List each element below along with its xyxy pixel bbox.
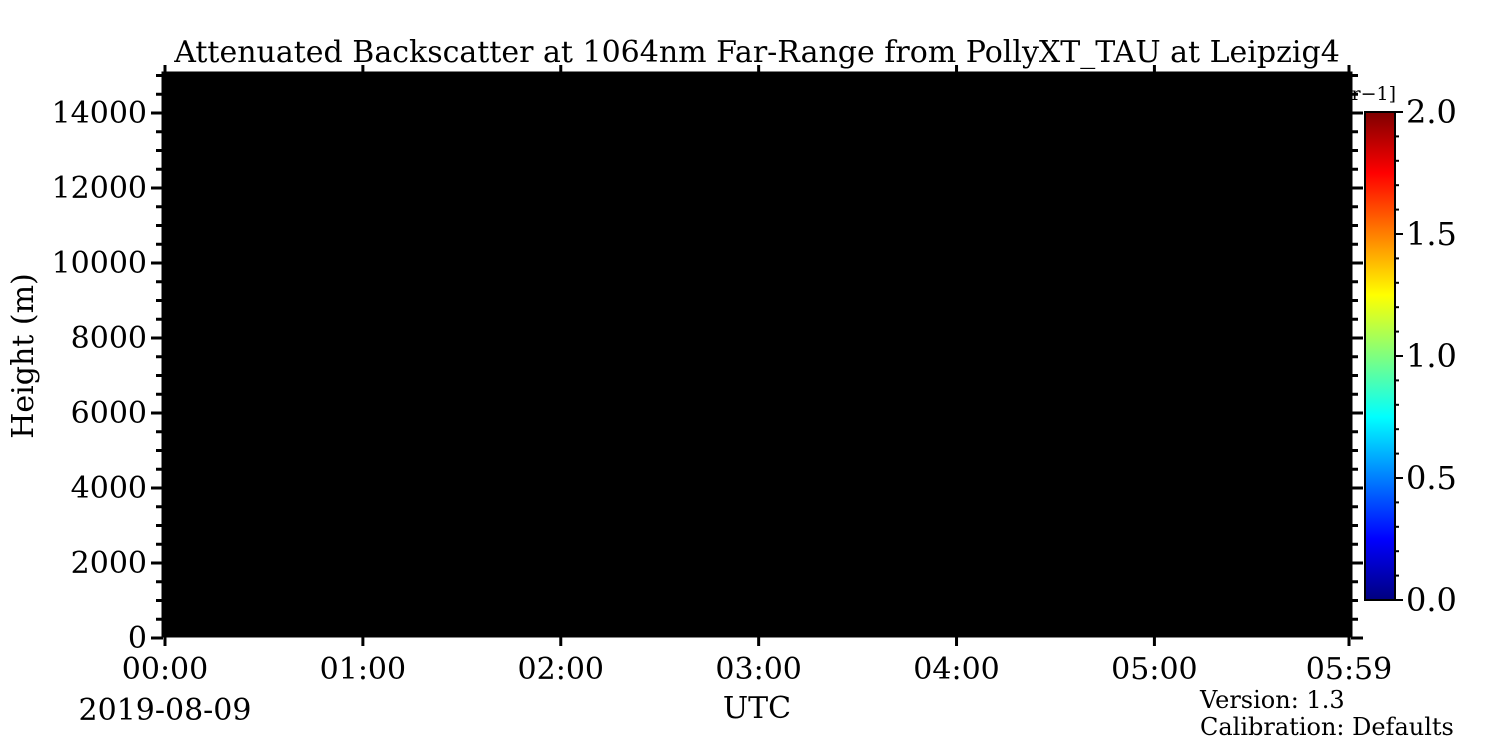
y-tick-label: 2000 bbox=[71, 546, 147, 581]
y-tick-label: 14000 bbox=[52, 96, 147, 131]
y-tick-label: 0 bbox=[128, 621, 147, 656]
x-tick-label: 02:00 bbox=[518, 652, 604, 687]
colorbar-tick-label: 1.0 bbox=[1406, 337, 1457, 375]
x-tick-label: 04:00 bbox=[913, 652, 999, 687]
y-tick-label: 4000 bbox=[71, 471, 147, 506]
colorbar-tick-label: 1.5 bbox=[1406, 215, 1457, 253]
colorbar-label: −1 * sr−1] bbox=[1292, 83, 1396, 105]
plot-area bbox=[163, 73, 1351, 636]
x-tick-label: 01:00 bbox=[320, 652, 406, 687]
x-axis-label: UTC bbox=[723, 691, 791, 726]
colorbar-tick-label: 0.5 bbox=[1406, 459, 1457, 497]
calibration-text: Calibration: Defaults bbox=[1200, 713, 1454, 741]
y-axis-label: Height (m) bbox=[6, 273, 41, 438]
x-tick-label: 03:00 bbox=[715, 652, 801, 687]
version-text: Version: 1.3 bbox=[1199, 686, 1345, 714]
colorbar-tick-label: 2.0 bbox=[1406, 93, 1457, 131]
y-axis: 0 2000 4000 6000 8000 10000 12000 14000 bbox=[52, 74, 1363, 656]
x-tick-label: 05:59 bbox=[1306, 652, 1392, 687]
x-tick-label: 00:00 bbox=[122, 652, 208, 687]
colorbar-tick-label: 0.0 bbox=[1406, 581, 1457, 619]
plot-frame bbox=[161, 71, 1353, 638]
y-tick-label: 12000 bbox=[52, 171, 147, 206]
chart-title: Attenuated Backscatter at 1064nm Far-Ran… bbox=[173, 35, 1340, 70]
date-label: 2019-08-09 bbox=[79, 693, 252, 728]
x-tick-label: 05:00 bbox=[1111, 652, 1197, 687]
colorbar bbox=[1364, 111, 1396, 601]
y-tick-label: 6000 bbox=[71, 396, 147, 431]
x-axis: 00:00 01:00 02:00 03:00 04:00 05:00 05:59 bbox=[122, 65, 1392, 687]
colorbar-ticks: 0.0 0.5 1.0 1.5 2.0 bbox=[1395, 93, 1457, 619]
y-tick-label: 8000 bbox=[71, 321, 147, 356]
y-tick-label: 10000 bbox=[52, 246, 147, 281]
